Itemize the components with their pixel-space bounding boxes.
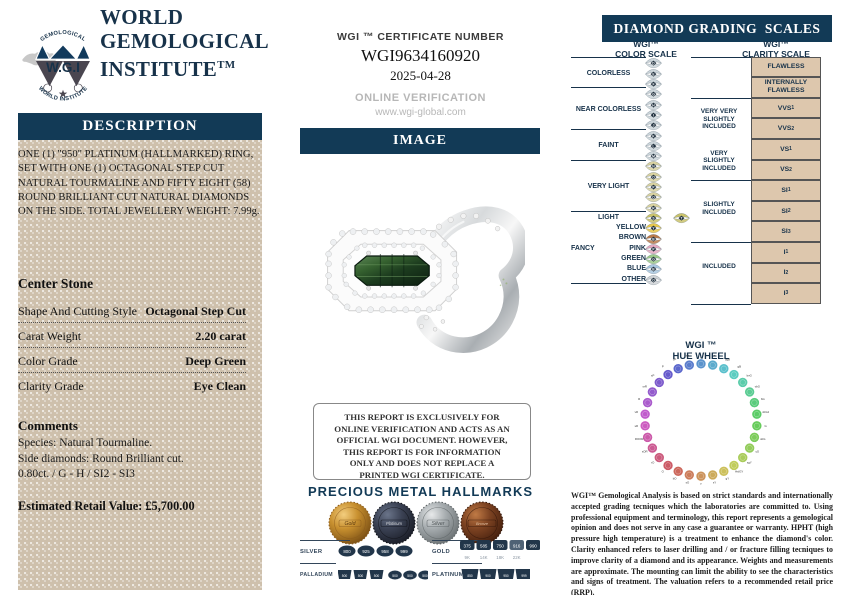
- svg-text:14K: 14K: [480, 555, 488, 560]
- svg-text:W.G.I: W.G.I: [46, 60, 80, 75]
- svg-text:500: 500: [392, 574, 398, 578]
- svg-text:HslGY: HslGY: [735, 470, 743, 474]
- svg-text:500: 500: [422, 574, 428, 578]
- svg-text:9K: 9K: [465, 555, 470, 560]
- svg-text:srR: srR: [642, 385, 646, 389]
- svg-text:O: O: [662, 470, 665, 474]
- svg-text:F: F: [652, 83, 654, 87]
- svg-text:vbG: vbG: [755, 385, 760, 389]
- svg-text:925: 925: [362, 549, 370, 554]
- svg-text:gB: gB: [737, 364, 741, 368]
- svg-text:rO: rO: [651, 460, 655, 464]
- svg-text:950: 950: [503, 574, 509, 578]
- svg-text:958: 958: [381, 549, 389, 554]
- svg-text:yG: yG: [756, 450, 760, 454]
- svg-text:vP: vP: [673, 358, 676, 362]
- svg-text:sO: sO: [686, 481, 690, 485]
- svg-text:M: M: [652, 155, 655, 159]
- svg-text:850: 850: [467, 574, 473, 578]
- svg-text:375: 375: [464, 544, 472, 549]
- svg-text:Gold: Gold: [345, 521, 357, 527]
- svg-text:I: I: [653, 113, 654, 117]
- svg-text:O: O: [652, 278, 655, 282]
- svg-text:585: 585: [480, 544, 488, 549]
- svg-text:sOR: sOR: [642, 450, 648, 454]
- svg-text:vB: vB: [699, 355, 702, 356]
- svg-text:Q: Q: [652, 196, 655, 200]
- svg-text:18K: 18K: [496, 555, 504, 560]
- svg-text:916: 916: [513, 544, 521, 549]
- svg-text:800: 800: [343, 549, 351, 554]
- svg-text:bO: bO: [673, 476, 678, 480]
- svg-text:22K: 22K: [513, 555, 521, 560]
- svg-text:500: 500: [358, 574, 364, 578]
- svg-text:vbG2: vbG2: [762, 410, 769, 414]
- svg-text:500: 500: [407, 574, 413, 578]
- svg-text:Bronze: Bronze: [476, 522, 488, 526]
- svg-text:Y: Y: [700, 482, 702, 485]
- svg-text:900: 900: [485, 574, 491, 578]
- svg-text:R: R: [638, 397, 640, 401]
- svg-text:J: J: [653, 124, 655, 128]
- svg-text:G: G: [652, 93, 655, 97]
- svg-text:750: 750: [497, 544, 505, 549]
- svg-text:sR: sR: [635, 424, 638, 428]
- svg-text:Silver: Silver: [432, 521, 445, 527]
- svg-text:990: 990: [530, 544, 538, 549]
- svg-text:sbG: sbG: [760, 437, 765, 441]
- svg-text:999: 999: [521, 574, 527, 578]
- svg-text:bG: bG: [761, 397, 765, 401]
- svg-text:T: T: [680, 216, 682, 220]
- svg-text:P: P: [662, 364, 664, 368]
- svg-text:O: O: [652, 175, 655, 179]
- svg-text:vR: vR: [635, 410, 638, 414]
- svg-text:sB: sB: [686, 355, 689, 357]
- svg-text:GEMOLOGICAL: GEMOLOGICAL: [39, 30, 86, 43]
- svg-text:B: B: [714, 355, 716, 357]
- svg-text:500: 500: [342, 574, 348, 578]
- svg-text:sgY: sgY: [747, 460, 752, 464]
- svg-text:G: G: [652, 258, 655, 262]
- svg-text:G: G: [765, 424, 767, 428]
- svg-text:gY: gY: [726, 476, 730, 480]
- svg-text:Platinum: Platinum: [386, 521, 403, 526]
- svg-text:L: L: [652, 144, 654, 148]
- svg-text:sY: sY: [713, 481, 716, 485]
- svg-text:500: 500: [374, 574, 380, 578]
- svg-text:bvG: bvG: [747, 374, 752, 378]
- svg-text:999: 999: [400, 549, 408, 554]
- svg-text:ROOR: ROOR: [635, 437, 644, 441]
- svg-text:sP: sP: [651, 374, 654, 378]
- svg-text:vgB: vgB: [725, 358, 730, 362]
